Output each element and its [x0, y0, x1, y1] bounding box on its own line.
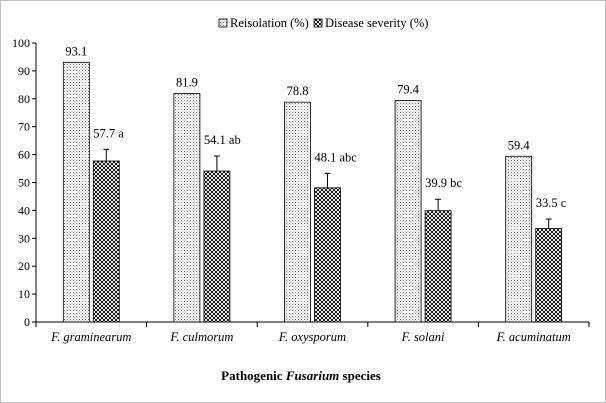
legend-item-reisolation: Reisolation (%) [218, 16, 309, 30]
x-axis-title: Pathogenic Fusarium species [221, 368, 381, 383]
x-axis-title-suffix: species [339, 368, 381, 383]
y-tick-label: 100 [12, 36, 30, 50]
y-tick-label: 40 [18, 203, 30, 217]
legend-label-disease-severity: Disease severity (%) [325, 16, 428, 30]
bar-disease-severity [424, 210, 452, 323]
bar-reisolation [62, 61, 90, 323]
x-tick-label: F. oxysporum [278, 330, 346, 344]
x-tick-label: F. solani [401, 330, 445, 344]
data-label-reisolation: 78.8 [287, 84, 309, 98]
data-label-disease-severity: 33.5 c [536, 196, 567, 210]
legend: Reisolation (%) Disease severity (%) [218, 16, 428, 30]
y-axis: 0 10 20 30 40 50 60 70 80 90 100 [12, 36, 37, 329]
legend-swatch-disease-severity [313, 18, 323, 28]
y-tick-label: 20 [18, 259, 30, 273]
data-label-disease-severity: 48.1 abc [315, 150, 358, 164]
data-label-reisolation: 79.4 [397, 82, 420, 96]
y-tick-label: 70 [18, 120, 30, 134]
x-tick-label: F. culmorum [169, 330, 233, 344]
bar-reisolation [394, 100, 422, 323]
data-label-reisolation: 59.4 [508, 138, 531, 152]
y-tick-label: 30 [18, 231, 30, 245]
y-tick-label: 60 [18, 148, 30, 162]
bar-labels: 93.1 81.9 78.8 79.4 59.4 57.7 a 54.1 ab 48.1 ab… [65, 44, 566, 210]
y-tick-label: 50 [18, 176, 30, 190]
data-label-disease-severity: 39.9 bc [425, 176, 462, 190]
legend-swatch-reisolation [218, 18, 228, 28]
bars [62, 61, 563, 323]
bar-reisolation [284, 101, 311, 323]
bar-disease-severity [203, 170, 231, 323]
y-tick-label: 90 [18, 64, 30, 78]
x-axis-title-italic: Fusarium [285, 368, 339, 383]
legend-label-reisolation: Reisolation (%) [230, 16, 309, 30]
data-label-reisolation: 93.1 [65, 44, 87, 58]
data-label-reisolation: 81.9 [176, 75, 198, 89]
x-tick-label: F. graminearum [50, 330, 131, 344]
x-axis-title-prefix: Pathogenic [221, 368, 286, 383]
y-tick-label: 10 [18, 287, 30, 301]
legend-item-disease-severity: Disease severity (%) [313, 16, 428, 30]
bar-reisolation [173, 93, 201, 323]
data-label-disease-severity: 57.7 a [93, 126, 124, 140]
bar-disease-severity [314, 187, 341, 323]
x-axis: F. graminearum F. culmorum F. oxysporum F. … [35, 321, 590, 344]
bar-disease-severity [535, 228, 563, 323]
x-tick-label: F. acuminatum [496, 330, 571, 344]
data-label-disease-severity: 54.1 ab [204, 133, 241, 147]
bar-reisolation [505, 155, 533, 323]
y-tick-label: 80 [18, 92, 30, 106]
y-tick-label: 0 [24, 315, 30, 329]
bar-disease-severity [92, 160, 120, 323]
